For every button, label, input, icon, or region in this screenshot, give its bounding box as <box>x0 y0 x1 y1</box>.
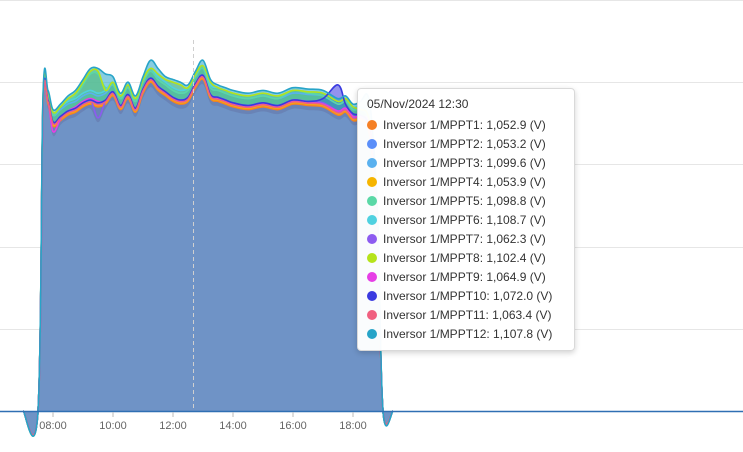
series-color-dot-icon <box>367 252 377 263</box>
tooltip-row-label: Inversor 1/MPPT7: 1,062.3 (V) <box>383 231 546 246</box>
tooltip-row-label: Inversor 1/MPPT6: 1,108.7 (V) <box>383 212 546 227</box>
series-color-dot-icon <box>367 309 377 320</box>
tooltip-row-label: Inversor 1/MPPT1: 1,052.9 (V) <box>383 117 546 132</box>
tooltip-row: Inversor 1/MPPT7: 1,062.3 (V) <box>367 229 565 248</box>
x-tick-label: 14:00 <box>219 420 247 432</box>
base-area <box>23 84 393 435</box>
tooltip-title: 05/Nov/2024 12:30 <box>367 97 469 111</box>
tooltip-row-label: Inversor 1/MPPT10: 1,072.0 (V) <box>383 288 553 303</box>
series-lines <box>22 59 394 437</box>
series-color-dot-icon <box>367 195 377 206</box>
series-color-dot-icon <box>367 119 377 130</box>
series-areas <box>23 60 393 437</box>
series-line <box>22 76 394 436</box>
tooltip-row-label: Inversor 1/MPPT9: 1,064.9 (V) <box>383 269 546 284</box>
data-tooltip: 05/Nov/2024 12:30 Inversor 1/MPPT1: 1,05… <box>357 88 575 351</box>
x-tick-label: 16:00 <box>279 420 307 432</box>
series-line <box>22 59 394 437</box>
series-color-dot-icon <box>367 138 377 149</box>
series-line <box>22 64 394 437</box>
tooltip-row: Inversor 1/MPPT3: 1,099.6 (V) <box>367 153 565 172</box>
tooltip-row: Inversor 1/MPPT8: 1,102.4 (V) <box>367 248 565 267</box>
x-tick-label: 12:00 <box>159 420 187 432</box>
tooltip-row-label: Inversor 1/MPPT8: 1,102.4 (V) <box>383 250 546 265</box>
tooltip-row: Inversor 1/MPPT4: 1,053.9 (V) <box>367 172 565 191</box>
tooltip-row: Inversor 1/MPPT2: 1,053.2 (V) <box>367 134 565 153</box>
series-line <box>22 74 394 437</box>
tooltip-row: Inversor 1/MPPT9: 1,064.9 (V) <box>367 267 565 286</box>
tooltip-row: Inversor 1/MPPT1: 1,052.9 (V) <box>367 115 565 134</box>
series-color-dot-icon <box>367 214 377 225</box>
x-tick-label: 18:00 <box>339 420 367 432</box>
series-color-dot-icon <box>367 271 377 282</box>
series-color-dot-icon <box>367 328 377 339</box>
tooltip-row: Inversor 1/MPPT5: 1,098.8 (V) <box>367 191 565 210</box>
tooltip-row-label: Inversor 1/MPPT4: 1,053.9 (V) <box>383 174 546 189</box>
x-tick-label: 10:00 <box>99 420 127 432</box>
series-line <box>22 78 394 436</box>
tooltip-row-label: Inversor 1/MPPT12: 1,107.8 (V) <box>383 326 553 341</box>
x-tick-label: 08:00 <box>39 420 67 432</box>
tooltip-row: Inversor 1/MPPT10: 1,072.0 (V) <box>367 286 565 305</box>
tooltip-rows: Inversor 1/MPPT1: 1,052.9 (V) Inversor 1/… <box>367 115 565 343</box>
series-color-dot-icon <box>367 157 377 168</box>
tooltip-row: Inversor 1/MPPT6: 1,108.7 (V) <box>367 210 565 229</box>
tooltip-row: Inversor 1/MPPT12: 1,107.8 (V) <box>367 324 565 343</box>
tooltip-row-label: Inversor 1/MPPT11: 1,063.4 (V) <box>383 307 552 322</box>
series-color-dot-icon <box>367 290 377 301</box>
tooltip-row: Inversor 1/MPPT11: 1,063.4 (V) <box>367 305 565 324</box>
series-color-dot-icon <box>367 176 377 187</box>
tooltip-row-label: Inversor 1/MPPT5: 1,098.8 (V) <box>383 193 546 208</box>
x-axis-ticks: 08:00 10:00 12:00 14:00 16:00 18:00 <box>39 412 367 432</box>
tooltip-row-label: Inversor 1/MPPT3: 1,099.6 (V) <box>383 155 546 170</box>
tooltip-row-label: Inversor 1/MPPT2: 1,053.2 (V) <box>383 136 546 151</box>
series-color-dot-icon <box>367 233 377 244</box>
